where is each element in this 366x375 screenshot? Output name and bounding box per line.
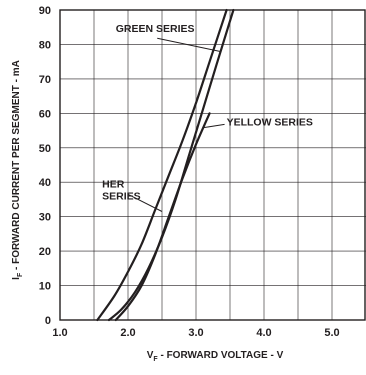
grid: [60, 10, 366, 320]
x-tick-label: 1.0: [52, 327, 67, 339]
series-yellow-line: [114, 112, 211, 322]
plot-frame: [59, 9, 366, 321]
x-axis-label: VF - FORWARD VOLTAGE - V: [147, 350, 284, 363]
x-tick-label: 4.0: [256, 327, 271, 339]
y-tick-label: 40: [39, 177, 51, 189]
y-axis-label: IF - FORWARD CURRENT PER SEGMENT - mA: [11, 60, 24, 280]
annotation-leader-line: [127, 193, 163, 212]
series-annotation-label: SERIES: [102, 190, 141, 202]
series-her-line: [96, 8, 228, 322]
annotation-leader-line: [157, 37, 220, 52]
series-lines: [96, 8, 235, 322]
annotation-leaders: [127, 37, 225, 212]
annotation-leader-line: [202, 123, 225, 129]
y-tick-label: 20: [39, 246, 51, 258]
y-tick-label: 0: [45, 315, 51, 327]
series-annotation-label: YELLOW SERIES: [227, 116, 313, 128]
x-tick-label: 3.0: [188, 327, 203, 339]
y-tick-label: 80: [39, 39, 51, 51]
y-tick-label: 90: [39, 5, 51, 17]
x-tick-label: 2.0: [120, 327, 135, 339]
y-tick-labels: 0 10 20 30 40 50 60 70 80 90: [39, 5, 51, 327]
y-tick-label: 60: [39, 108, 51, 120]
y-tick-label: 10: [39, 281, 51, 293]
y-tick-label: 50: [39, 143, 51, 155]
y-tick-label: 30: [39, 212, 51, 224]
y-tick-label: 70: [39, 74, 51, 86]
x-tick-label: 5.0: [324, 327, 339, 339]
series-annotation-label: HER: [102, 178, 125, 190]
x-tick-labels: 1.0 2.0 3.0 4.0 5.0: [52, 327, 339, 339]
series-annotation-label: GREEN SERIES: [116, 23, 195, 35]
